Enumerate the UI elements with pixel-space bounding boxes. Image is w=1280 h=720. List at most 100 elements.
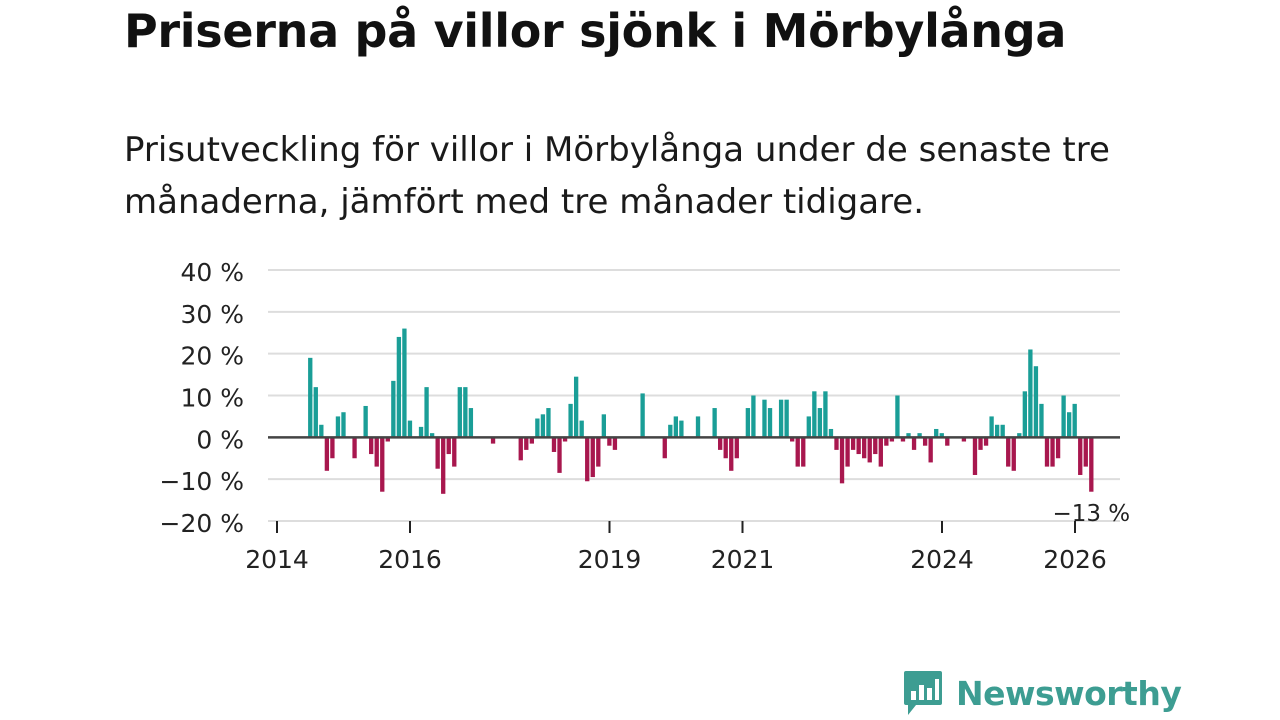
bar: [845, 437, 850, 467]
bar: [330, 437, 335, 459]
bar: [778, 399, 784, 438]
bar: [1089, 437, 1094, 492]
bar: [862, 437, 867, 459]
bar: [374, 437, 379, 467]
bar: [435, 437, 440, 469]
bar: [878, 437, 883, 467]
bar: [391, 380, 396, 438]
bar: [308, 357, 313, 438]
x-tick-label: 2021: [711, 545, 775, 574]
bar: [418, 426, 424, 438]
bar: [834, 437, 839, 450]
axis-layer: [268, 436, 1120, 533]
x-tick-label: 2019: [578, 545, 642, 574]
bar: [319, 424, 324, 438]
bar: [873, 437, 878, 455]
last-value-label: −13 %: [1052, 501, 1130, 527]
bar: [994, 424, 1000, 438]
bar: [806, 416, 811, 438]
bar: [945, 437, 950, 446]
bar: [1044, 437, 1050, 467]
bar: [446, 437, 451, 455]
bar: [1072, 403, 1077, 438]
bar: [989, 416, 994, 438]
bar: [812, 391, 817, 438]
bar: [817, 408, 823, 438]
brand-name: Newsworthy: [956, 673, 1182, 713]
bar: [767, 408, 773, 438]
bar: [352, 437, 357, 459]
bar: [662, 437, 667, 459]
bar: [1039, 403, 1044, 438]
bar: [762, 399, 767, 438]
bar: [695, 416, 701, 438]
bar-chart: 40 % 30 % 20 % 10 % 0 % −10 % −20 %2014 2016 201…: [160, 258, 1131, 574]
y-tick-label: 30 %: [180, 300, 244, 329]
bar: [784, 399, 789, 438]
bar: [324, 437, 330, 471]
bar: [922, 437, 928, 446]
bar: [341, 412, 346, 438]
bar: [790, 437, 795, 442]
bar: [934, 428, 939, 438]
bar: [828, 428, 834, 438]
bar: [1022, 391, 1027, 438]
bar: [524, 437, 529, 450]
y-tick-label: 20 %: [180, 342, 244, 371]
bar: [734, 437, 739, 459]
bar: [441, 437, 446, 494]
bar: [884, 437, 889, 446]
bar: [850, 437, 856, 450]
bar: [679, 420, 684, 438]
bar: [1083, 437, 1088, 467]
bar: [380, 437, 385, 492]
bar: [490, 437, 496, 444]
bar: [562, 437, 568, 442]
bar: [452, 437, 457, 467]
bar: [579, 420, 584, 438]
bar: [363, 405, 368, 438]
bar: [751, 395, 756, 438]
bars-layer: [308, 328, 1094, 494]
bar: [668, 424, 673, 438]
bar: [1017, 433, 1022, 438]
bar: [1033, 366, 1039, 438]
y-tick-label: −20 %: [160, 509, 244, 538]
bar: [673, 416, 679, 438]
bar: [1006, 437, 1011, 467]
bar: [463, 387, 468, 438]
x-tick-label: 2024: [910, 545, 974, 574]
bar: [1011, 437, 1016, 471]
bar: [972, 437, 978, 475]
y-tick-label: 0 %: [196, 425, 244, 454]
bar: [745, 408, 751, 438]
bar: [729, 437, 734, 471]
bar: [429, 433, 435, 438]
bar: [723, 437, 728, 459]
bar: [939, 433, 944, 438]
bar: [457, 387, 462, 438]
bar: [1078, 437, 1083, 475]
bar-chart-speech-bubble-icon: [904, 671, 942, 715]
bar: [867, 437, 872, 463]
bar: [585, 437, 590, 482]
bar: [529, 437, 534, 444]
bar: [640, 393, 645, 438]
bar: [369, 437, 374, 455]
x-tick-label: 2014: [245, 545, 309, 574]
y-tick-label: 40 %: [180, 258, 244, 287]
bar: [607, 437, 612, 446]
bar: [1028, 349, 1033, 438]
bar: [385, 437, 390, 442]
bar: [917, 433, 922, 438]
bar: [402, 328, 407, 438]
bar: [718, 437, 723, 450]
bar: [396, 336, 402, 438]
y-tick-label: −10 %: [160, 467, 244, 496]
bar: [801, 437, 806, 467]
bar: [889, 437, 895, 442]
grid-layer: [268, 269, 1120, 522]
newsworthy-logo: Newsworthy: [902, 668, 1182, 718]
bar: [856, 437, 861, 455]
bar: [590, 437, 595, 478]
